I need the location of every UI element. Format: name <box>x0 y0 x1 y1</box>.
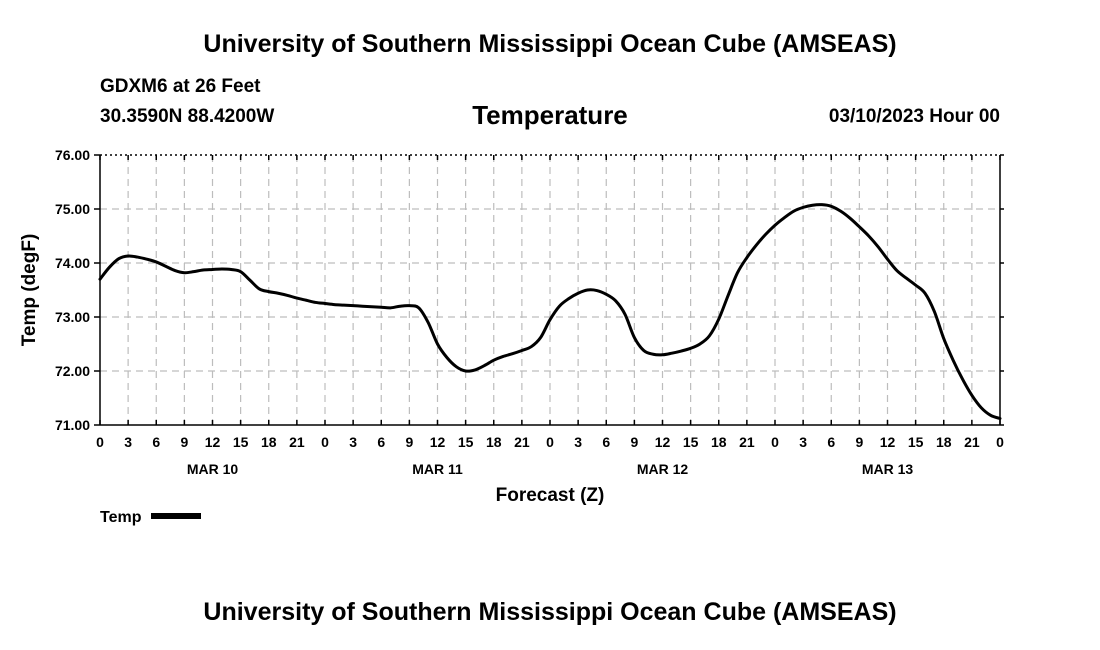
x-tick-label: 18 <box>936 434 952 450</box>
x-tick-label: 0 <box>321 434 329 450</box>
x-tick-label: 21 <box>964 434 980 450</box>
x-tick-label: 21 <box>289 434 305 450</box>
x-tick-label: 6 <box>152 434 160 450</box>
legend-swatch <box>151 513 202 520</box>
x-tick-label: 9 <box>405 434 413 450</box>
x-tick-label: 12 <box>655 434 671 450</box>
y-tick-label: 76.00 <box>55 147 90 163</box>
x-tick-label: 3 <box>799 434 807 450</box>
x-tick-label: 0 <box>771 434 779 450</box>
x-tick-label: 15 <box>458 434 474 450</box>
day-label: MAR 10 <box>187 461 239 477</box>
x-tick-label: 0 <box>546 434 554 450</box>
x-tick-label: 18 <box>711 434 727 450</box>
legend: Temp <box>100 509 202 527</box>
legend-label: Temp <box>100 509 142 526</box>
x-tick-label: 3 <box>124 434 132 450</box>
y-tick-label: 74.00 <box>55 255 90 271</box>
x-tick-label: 0 <box>996 434 1004 450</box>
x-tick-label: 15 <box>233 434 249 450</box>
x-tick-label: 18 <box>261 434 277 450</box>
station-label: GDXM6 at 26 Feet <box>100 76 261 97</box>
day-label: MAR 11 <box>412 461 463 477</box>
footer-title: University of Southern Mississippi Ocean… <box>203 598 897 626</box>
day-label: MAR 13 <box>862 461 914 477</box>
day-label: MAR 12 <box>637 461 689 477</box>
x-tick-label: 9 <box>855 434 863 450</box>
x-tick-label: 12 <box>430 434 446 450</box>
chart-title: Temperature <box>472 100 628 130</box>
y-tick-label: 75.00 <box>55 201 90 217</box>
x-tick-label: 9 <box>180 434 188 450</box>
x-tick-label: 21 <box>514 434 530 450</box>
main-title: University of Southern Mississippi Ocean… <box>203 30 897 58</box>
x-tick-label: 18 <box>486 434 502 450</box>
x-tick-label: 15 <box>908 434 924 450</box>
y-tick-label: 72.00 <box>55 363 90 379</box>
coordinates-label: 30.3590N 88.4200W <box>100 106 275 127</box>
x-axis-label: Forecast (Z) <box>496 485 605 506</box>
x-tick-label: 6 <box>827 434 835 450</box>
x-tick-label: 15 <box>683 434 699 450</box>
x-tick-label: 12 <box>205 434 221 450</box>
x-tick-label: 0 <box>96 434 104 450</box>
x-tick-label: 21 <box>739 434 755 450</box>
y-axis-label: Temp (degF) <box>19 234 40 347</box>
x-tick-label: 9 <box>630 434 638 450</box>
x-tick-label: 3 <box>574 434 582 450</box>
x-tick-label: 12 <box>880 434 896 450</box>
y-tick-label: 73.00 <box>55 309 90 325</box>
x-tick-label: 6 <box>602 434 610 450</box>
series-line-temp <box>98 203 1002 421</box>
y-tick-label: 71.00 <box>55 417 90 433</box>
x-tick-label: 3 <box>349 434 357 450</box>
forecast-datetime: 03/10/2023 Hour 00 <box>828 106 1000 127</box>
x-tick-label: 6 <box>377 434 385 450</box>
